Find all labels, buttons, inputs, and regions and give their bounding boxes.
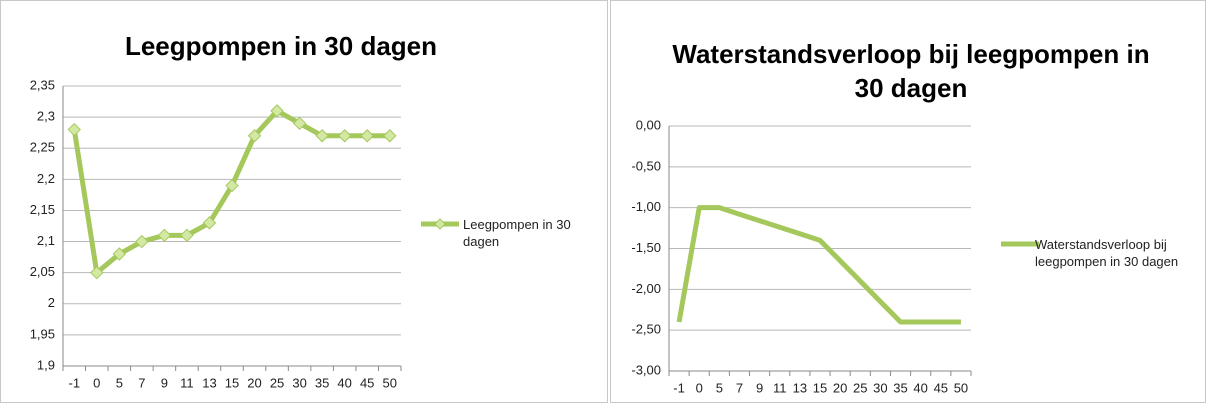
y-tick-label: -2,50 xyxy=(631,322,661,337)
y-tick-label: -1,00 xyxy=(631,199,661,214)
y-tick-label: 2,3 xyxy=(37,109,55,124)
y-tick-label: -2,00 xyxy=(631,281,661,296)
x-tick-label: 11 xyxy=(180,375,194,390)
point-marker xyxy=(270,104,284,118)
point-marker xyxy=(247,129,262,143)
x-tick-label: 9 xyxy=(161,375,168,390)
point-marker xyxy=(383,129,397,143)
x-tick-label: 7 xyxy=(138,375,145,390)
legend-label: Waterstandsverloop bij leegpompen in 30 … xyxy=(1035,237,1179,269)
point-marker xyxy=(180,228,194,243)
point-marker xyxy=(67,122,81,137)
x-tick-label: -1 xyxy=(68,375,80,390)
chart: -3,00 -2,50 -2,00 -1,50 -1,00 -0,50 0,00 -1 0 5 7 9… xyxy=(631,117,1039,395)
chart-title: Waterstandsverloop bij leegpompen in 30 … xyxy=(672,39,1150,103)
point-marker xyxy=(292,116,307,131)
x-tick-label: 15 xyxy=(225,375,239,390)
x-tick-label: 13 xyxy=(202,375,216,390)
y-tick-label: 2,15 xyxy=(30,202,55,217)
x-tick-label: 5 xyxy=(116,375,123,390)
point-marker xyxy=(225,178,239,193)
y-tick-label: -3,00 xyxy=(631,362,661,377)
y-tick-label: 2,25 xyxy=(30,140,55,155)
x-tick-label: 9 xyxy=(756,380,763,395)
x-tick-label: 30 xyxy=(292,375,306,390)
x-tick-label: 25 xyxy=(270,375,284,390)
x-tick-label: 50 xyxy=(382,375,396,390)
chart-panel: -3,00 -2,50 -2,00 -1,50 -1,00 -0,50 0,00 -1 0 5 7 9… xyxy=(610,0,1206,403)
x-tick-label: 11 xyxy=(773,380,787,395)
x-tick-label: 20 xyxy=(833,380,847,395)
y-tick-label: 1,9 xyxy=(37,357,55,372)
y-tick-label: 2 xyxy=(48,295,55,310)
y-tick-label: 0,00 xyxy=(636,117,661,132)
x-tick-label: 35 xyxy=(315,375,329,390)
x-tick-label: 0 xyxy=(93,375,100,390)
x-tick-label: 0 xyxy=(696,380,703,395)
point-marker xyxy=(135,234,149,249)
x-tick-label: 25 xyxy=(853,380,867,395)
point-marker xyxy=(90,265,104,280)
y-tick-label: 1,95 xyxy=(30,326,55,341)
legend-label: Leegpompen in 30 dagen xyxy=(463,217,571,249)
x-tick-label: 30 xyxy=(873,380,887,395)
legend-marker xyxy=(434,218,446,230)
y-tick-label: -0,50 xyxy=(631,158,661,173)
y-tick-label: 2,05 xyxy=(30,264,55,279)
x-tick-label: 45 xyxy=(360,375,374,390)
y-tick-label: 2,1 xyxy=(37,233,55,248)
x-tick-label: 5 xyxy=(716,380,723,395)
x-tick-label: 50 xyxy=(954,380,968,395)
point-marker xyxy=(112,247,127,261)
x-tick-label: 20 xyxy=(247,375,261,390)
point-marker xyxy=(315,129,329,143)
point-marker xyxy=(337,129,352,143)
point-marker xyxy=(157,228,172,243)
x-tick-label: 40 xyxy=(337,375,351,390)
chart-title: Leegpompen in 30 dagen xyxy=(124,31,438,61)
point-marker xyxy=(202,216,217,230)
x-tick-label: 35 xyxy=(893,380,907,395)
point-marker xyxy=(360,129,374,143)
series-line xyxy=(676,205,961,325)
x-tick-label: 13 xyxy=(793,380,807,395)
chart-panel: 1,9 1,95 2 2,05 2,1 2,15 2,2 2,25 2,3 2,35 -1 0 5 7 9 1… xyxy=(0,0,608,403)
y-tick-label: 2,2 xyxy=(37,171,55,186)
y-tick-label: -1,50 xyxy=(631,240,661,255)
y-tick-label: 2,35 xyxy=(30,77,55,92)
x-tick-label: -1 xyxy=(673,380,685,395)
x-tick-label: 7 xyxy=(736,380,743,395)
x-tick-label: 15 xyxy=(813,380,827,395)
x-tick-label: 40 xyxy=(913,380,927,395)
x-tick-label: 45 xyxy=(934,380,948,395)
